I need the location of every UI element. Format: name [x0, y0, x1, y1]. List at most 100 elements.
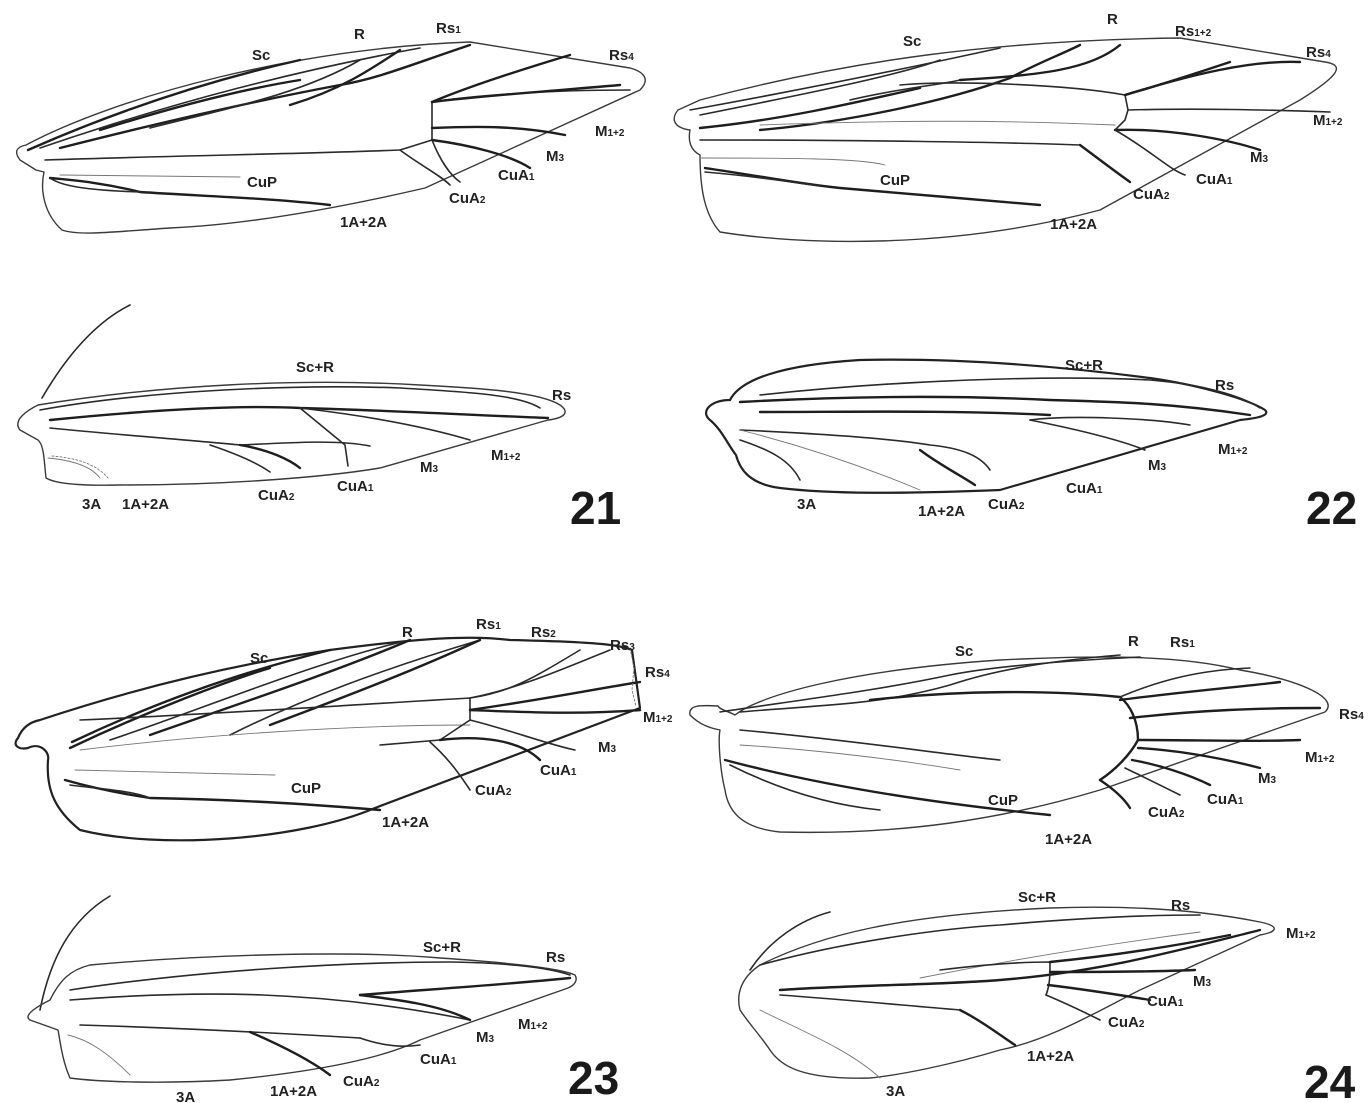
hw21-label-2: M1+2: [491, 447, 521, 464]
hw22-label-1: Rs: [1215, 377, 1234, 394]
fw22-label-4: M1+2: [1313, 112, 1343, 129]
hw23-label-0: Sc+R: [423, 939, 461, 956]
figure-23: Sc R Rs1 Rs2 Rs3 Rs4 M1+2 M3 CuA1 CuA2 C…: [14, 616, 673, 1103]
hw24-label-2: M1+2: [1286, 925, 1316, 942]
hindwing-outline: [738, 906, 1275, 1079]
fw22-label-7: CuA2: [1133, 186, 1170, 203]
hw22-label-0: Sc+R: [1065, 357, 1103, 374]
hw24-label-1: Rs: [1171, 897, 1190, 914]
hw24-label-6: 1A+2A: [1027, 1048, 1074, 1065]
forewing-23: [14, 636, 642, 842]
fw24-label-0: Sc: [955, 643, 973, 660]
frenulum: [749, 911, 831, 971]
hindwing-outline: [17, 381, 566, 486]
hindwing-outline: [705, 358, 1268, 494]
fw22-label-1: R: [1107, 11, 1118, 28]
fw23-label-3: Rs2: [531, 624, 556, 641]
fw24-label-9: 1A+2A: [1045, 831, 1092, 848]
fw23-label-7: M3: [598, 739, 617, 756]
hw22-label-6: 1A+2A: [918, 503, 965, 520]
fw22-label-5: M3: [1250, 149, 1269, 166]
fw21-label-2: Rs1: [436, 20, 461, 37]
fw21-label-6: CuA1: [498, 167, 535, 184]
hw21-label-5: CuA2: [258, 487, 295, 504]
hw21-label-3: M3: [420, 459, 439, 476]
forewing-24: [689, 654, 1329, 834]
fw23-label-9: CuA2: [475, 782, 512, 799]
hw23-label-6: 1A+2A: [270, 1083, 317, 1100]
fw23-label-10: CuP: [291, 780, 321, 797]
figure-number-24: 24: [1304, 1056, 1356, 1103]
fw21-label-0: Sc: [252, 47, 270, 64]
forewing-outline: [14, 636, 642, 842]
hw23-label-3: M3: [476, 1029, 495, 1046]
fw21-label-9: 1A+2A: [340, 214, 387, 231]
fw24-label-3: Rs4: [1339, 706, 1364, 723]
fw23-label-1: R: [402, 624, 413, 641]
fw22-label-2: Rs1+2: [1175, 23, 1212, 40]
hw24-label-4: CuA1: [1147, 993, 1184, 1010]
hw24-label-0: Sc+R: [1018, 889, 1056, 906]
hw21-label-4: CuA1: [337, 478, 374, 495]
hindwing-22: [705, 358, 1268, 494]
fw21-label-5: M3: [546, 148, 565, 165]
fw23-label-8: CuA1: [540, 762, 577, 779]
fw21-label-1: R: [354, 26, 365, 43]
frenulum: [41, 304, 131, 399]
fw23-label-11: 1A+2A: [382, 814, 429, 831]
fw24-label-5: M3: [1258, 770, 1277, 787]
fw21-label-8: CuP: [247, 174, 277, 191]
fw24-label-7: CuA2: [1148, 804, 1185, 821]
figure-21: Sc R Rs1 Rs4 M1+2 M3 CuA1 CuA2 CuP 1A+2A…: [15, 20, 646, 534]
figure-number-23: 23: [568, 1052, 619, 1103]
forewing-outline: [673, 37, 1337, 243]
forewing-outline: [689, 656, 1329, 834]
hw21-label-0: Sc+R: [296, 359, 334, 376]
fw22-label-9: 1A+2A: [1050, 216, 1097, 233]
fw22-label-8: CuP: [880, 172, 910, 189]
hw22-label-3: M3: [1148, 457, 1167, 474]
frenulum: [39, 895, 111, 1011]
hindwing-outline: [27, 953, 577, 1083]
fw24-label-8: CuP: [988, 792, 1018, 809]
hw22-label-5: CuA2: [988, 496, 1025, 513]
hw23-label-7: 3A: [176, 1089, 195, 1103]
figure-number-22: 22: [1306, 482, 1357, 534]
hw22-label-7: 3A: [797, 496, 816, 513]
forewing-outline: [15, 41, 646, 234]
hw23-label-5: CuA2: [343, 1073, 380, 1090]
fw21-label-7: CuA2: [449, 190, 486, 207]
fw22-label-6: CuA1: [1196, 171, 1233, 188]
figure-22: Sc R Rs1+2 Rs4 M1+2 M3 CuA1 CuA2 CuP 1A+…: [673, 11, 1357, 534]
forewing-22: [673, 37, 1337, 243]
hw21-label-1: Rs: [552, 387, 571, 404]
fw24-label-4: M1+2: [1305, 749, 1335, 766]
figure-24: Sc R Rs1 Rs4 M1+2 M3 CuA1 CuA2 CuP 1A+2A…: [689, 633, 1364, 1103]
fw21-label-3: Rs4: [609, 47, 634, 64]
fw24-label-6: CuA1: [1207, 791, 1244, 808]
fw23-label-2: Rs1: [476, 616, 501, 633]
hindwing-21: [17, 304, 566, 486]
hw23-label-4: CuA1: [420, 1051, 457, 1068]
fw23-label-0: Sc: [250, 650, 268, 667]
fw23-label-5: Rs4: [645, 664, 670, 681]
fw23-label-6: M1+2: [643, 709, 673, 726]
hw24-label-5: CuA2: [1108, 1014, 1145, 1031]
hindwing-23: [27, 895, 577, 1083]
fw24-label-2: Rs1: [1170, 634, 1195, 651]
hw21-label-6: 1A+2A: [122, 496, 169, 513]
hw21-label-7: 3A: [82, 496, 101, 513]
figure-number-21: 21: [570, 482, 621, 534]
fw24-label-1: R: [1128, 633, 1139, 650]
hw23-label-1: Rs: [546, 949, 565, 966]
hindwing-24: [738, 906, 1275, 1079]
hw22-label-2: M1+2: [1218, 441, 1248, 458]
hw24-label-7: 3A: [886, 1083, 905, 1100]
fw23-label-4: Rs3: [610, 637, 635, 654]
forewing-21: [15, 41, 646, 234]
fw21-label-4: M1+2: [595, 123, 625, 140]
hw22-label-4: CuA1: [1066, 480, 1103, 497]
hw23-label-2: M1+2: [518, 1016, 548, 1033]
hw24-label-3: M3: [1193, 973, 1212, 990]
